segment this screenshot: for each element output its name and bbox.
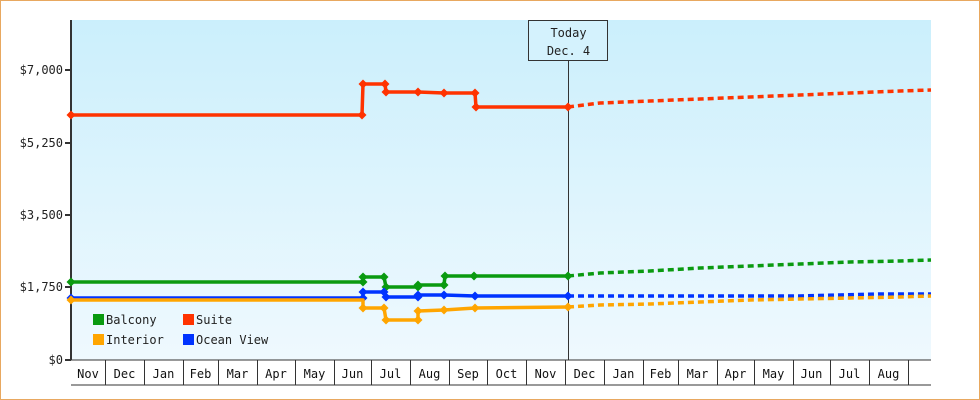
data-point-marker[interactable] <box>358 272 368 282</box>
forecast-price-line <box>567 258 932 278</box>
actual-price-line <box>71 82 568 117</box>
data-point-marker[interactable] <box>66 277 76 287</box>
x-tick-label: Jan <box>613 367 635 381</box>
data-point-marker[interactable] <box>439 305 449 315</box>
x-tick-label: Jan <box>153 367 175 381</box>
data-point-marker[interactable] <box>470 88 480 98</box>
legend-swatch <box>93 314 104 325</box>
x-tick-label: Jul <box>839 367 861 381</box>
x-tick-label: Nov <box>77 367 99 381</box>
legend-swatch <box>183 334 194 345</box>
x-tick-label: Mar <box>227 367 249 381</box>
data-point-marker[interactable] <box>439 280 449 290</box>
x-tick-label: Oct <box>496 367 518 381</box>
data-point-marker[interactable] <box>380 79 390 89</box>
y-tick-label: $7,000 <box>20 63 63 77</box>
forecast-price-line <box>568 292 931 298</box>
legend-item-label[interactable]: Suite <box>196 313 232 327</box>
series-ocean-view <box>66 287 931 303</box>
data-point-marker[interactable] <box>469 271 479 281</box>
data-point-marker[interactable] <box>413 306 423 316</box>
data-point-marker[interactable] <box>470 291 480 301</box>
data-point-marker[interactable] <box>413 315 423 325</box>
legend-swatch <box>93 334 104 345</box>
x-tick-label: May <box>304 367 326 381</box>
data-point-marker[interactable] <box>66 295 76 305</box>
y-axis: $7,000 $5,250 $3,500 $1,750 $0 <box>20 20 72 367</box>
x-axis: Nov Dec Jan Feb Mar Apr May Jun Jul Aug Sep Oct Nov D… <box>69 359 931 386</box>
data-point-marker[interactable] <box>413 280 423 290</box>
today-label-box <box>528 20 608 61</box>
forecast-price-line <box>567 294 932 309</box>
today-date: Dec. 4 <box>547 44 590 58</box>
forecast-price-line <box>567 88 932 109</box>
data-point-marker[interactable] <box>470 303 480 313</box>
series-interior <box>66 294 932 325</box>
legend-item-label[interactable]: Interior <box>106 333 164 347</box>
data-point-marker[interactable] <box>379 272 389 282</box>
data-point-marker[interactable] <box>358 79 368 89</box>
data-point-marker[interactable] <box>563 102 573 112</box>
today-marker: Today Dec. 4 <box>528 20 608 360</box>
y-tick-label: $5,250 <box>20 136 63 150</box>
data-point-marker[interactable] <box>563 291 573 301</box>
data-point-marker[interactable] <box>381 315 391 325</box>
x-tick-label: Jun <box>342 367 364 381</box>
data-point-marker[interactable] <box>471 102 481 112</box>
series-layer <box>66 79 932 325</box>
data-point-marker[interactable] <box>439 290 449 300</box>
legend-swatch <box>183 314 194 325</box>
y-tick-label: $0 <box>49 353 63 367</box>
data-point-marker[interactable] <box>358 277 368 287</box>
series-balcony <box>66 258 932 292</box>
x-tick-label: Jul <box>380 367 402 381</box>
x-tick-label: Nov <box>535 367 557 381</box>
legend: Balcony Suite Interior Ocean View <box>93 313 269 347</box>
plot-area <box>71 20 931 360</box>
x-tick-label: Sep <box>457 367 479 381</box>
data-point-marker[interactable] <box>66 110 76 120</box>
data-point-marker[interactable] <box>563 302 573 312</box>
y-tick-label: $1,750 <box>20 280 63 294</box>
data-point-marker[interactable] <box>358 287 368 297</box>
data-point-marker[interactable] <box>440 271 450 281</box>
legend-item-label[interactable]: Ocean View <box>196 333 269 347</box>
today-label: Today <box>550 26 586 40</box>
x-tick-label: Apr <box>265 367 287 381</box>
legend-item-label[interactable]: Balcony <box>106 313 157 327</box>
x-tick-label: Aug <box>419 367 441 381</box>
y-tick-label: $3,500 <box>20 208 63 222</box>
x-tick-label: May <box>763 367 785 381</box>
data-point-marker[interactable] <box>381 87 391 97</box>
x-tick-label: Dec <box>114 367 136 381</box>
data-point-marker[interactable] <box>381 292 391 302</box>
data-point-marker[interactable] <box>413 87 423 97</box>
x-tick-label: Aug <box>878 367 900 381</box>
x-tick-label: Jun <box>801 367 823 381</box>
x-tick-label: Feb <box>190 367 212 381</box>
x-tick-label: Feb <box>650 367 672 381</box>
data-point-marker[interactable] <box>358 303 368 313</box>
x-tick-label: Apr <box>725 367 747 381</box>
data-point-marker[interactable] <box>357 110 367 120</box>
x-tick-label: Dec <box>574 367 596 381</box>
data-point-marker[interactable] <box>563 271 573 281</box>
data-point-marker[interactable] <box>379 303 389 313</box>
x-tick-label: Mar <box>687 367 709 381</box>
data-point-marker[interactable] <box>439 88 449 98</box>
data-point-marker[interactable] <box>413 290 423 300</box>
series-suite <box>66 79 932 120</box>
